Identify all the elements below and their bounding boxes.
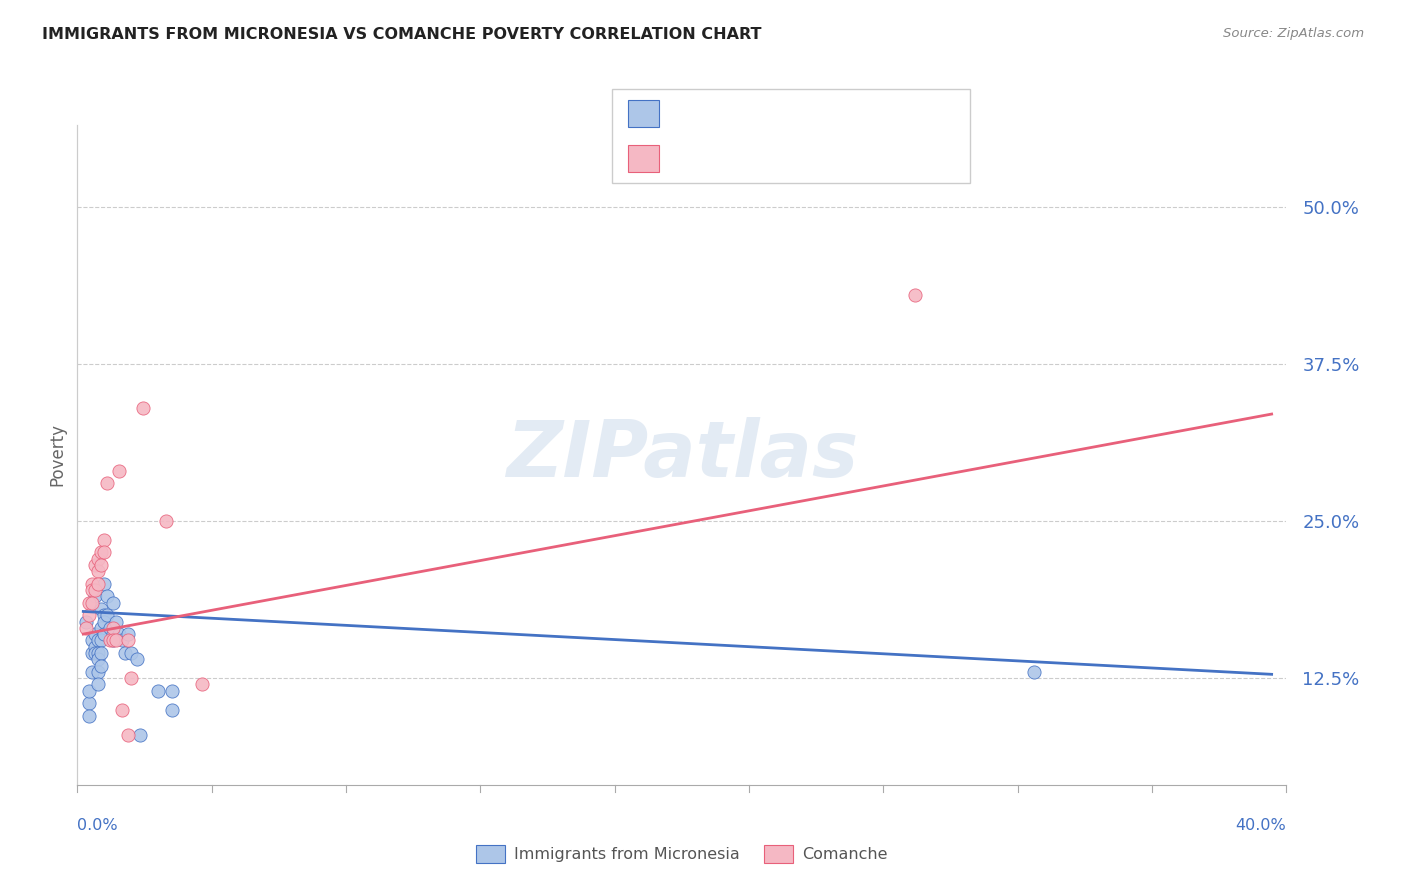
Point: [82, 665, 104, 679]
Point: [82, 583, 104, 598]
Point: [87, 646, 110, 660]
Point: [82, 633, 104, 648]
Text: 40.0%: 40.0%: [1236, 818, 1286, 832]
Point: [90, 545, 112, 559]
Point: [87, 576, 110, 591]
Point: [77, 608, 100, 623]
Point: [98, 633, 121, 648]
Point: [87, 652, 110, 666]
Point: [93, 576, 115, 591]
Point: [162, 702, 184, 716]
Point: [93, 545, 115, 559]
Point: [82, 576, 104, 591]
Point: [96, 590, 118, 604]
Point: [90, 621, 112, 635]
Point: [904, 287, 927, 301]
Point: [111, 633, 134, 648]
Point: [191, 677, 214, 691]
Point: [84, 640, 107, 654]
Point: [87, 633, 110, 648]
Point: [146, 683, 169, 698]
Point: [96, 608, 118, 623]
Point: [84, 558, 107, 572]
Text: 0.0%: 0.0%: [77, 818, 118, 832]
Point: [90, 633, 112, 648]
Point: [1022, 665, 1045, 679]
Point: [90, 658, 112, 673]
Point: [131, 401, 153, 415]
Point: [101, 633, 124, 648]
Point: [87, 551, 110, 566]
Point: [117, 633, 139, 648]
Text: Source: ZipAtlas.com: Source: ZipAtlas.com: [1223, 27, 1364, 40]
Point: [111, 702, 134, 716]
Text: ZIPatlas: ZIPatlas: [506, 417, 858, 493]
Point: [75, 615, 97, 629]
Text: IMMIGRANTS FROM MICRONESIA VS COMANCHE POVERTY CORRELATION CHART: IMMIGRANTS FROM MICRONESIA VS COMANCHE P…: [42, 27, 762, 42]
Point: [101, 596, 124, 610]
Y-axis label: Poverty: Poverty: [48, 424, 66, 486]
Point: [120, 646, 142, 660]
Point: [82, 646, 104, 660]
Point: [93, 533, 115, 547]
Point: [90, 646, 112, 660]
Point: [90, 558, 112, 572]
Point: [104, 633, 127, 648]
Text: R = -0.114: R = -0.114: [671, 104, 761, 122]
Point: [104, 615, 127, 629]
Point: [77, 696, 100, 710]
Point: [114, 646, 136, 660]
Point: [108, 627, 131, 641]
Point: [87, 564, 110, 578]
Text: N = 43: N = 43: [897, 104, 959, 122]
Point: [87, 665, 110, 679]
Point: [77, 596, 100, 610]
Point: [77, 683, 100, 698]
Point: [108, 464, 131, 478]
Point: [84, 646, 107, 660]
Point: [93, 608, 115, 623]
Text: N = 29: N = 29: [897, 150, 959, 168]
Point: [117, 627, 139, 641]
Point: [125, 652, 148, 666]
Legend: Immigrants from Micronesia, Comanche: Immigrants from Micronesia, Comanche: [470, 838, 894, 870]
Point: [77, 708, 100, 723]
Point: [101, 621, 124, 635]
Point: [75, 621, 97, 635]
Point: [93, 627, 115, 641]
Point: [93, 615, 115, 629]
Point: [90, 602, 112, 616]
Point: [117, 728, 139, 742]
Point: [98, 621, 121, 635]
Point: [82, 596, 104, 610]
Point: [84, 583, 107, 598]
Point: [84, 590, 107, 604]
Point: [128, 728, 150, 742]
Point: [120, 671, 142, 685]
Point: [96, 476, 118, 491]
Point: [87, 677, 110, 691]
Point: [155, 514, 177, 528]
Point: [162, 683, 184, 698]
Point: [101, 633, 124, 648]
Point: [84, 627, 107, 641]
Point: [101, 627, 124, 641]
Text: R = 0.394: R = 0.394: [671, 150, 754, 168]
